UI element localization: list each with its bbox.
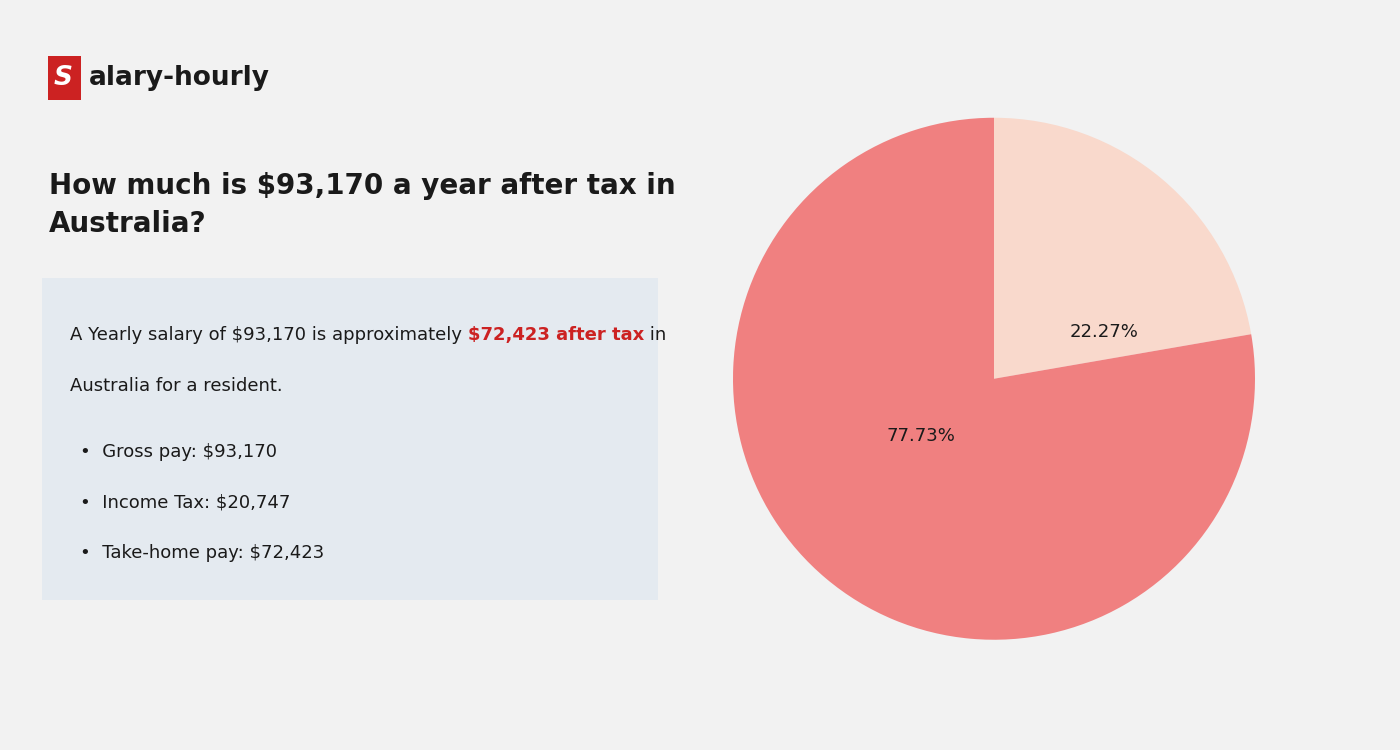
Text: A Yearly salary of $93,170 is approximately: A Yearly salary of $93,170 is approximat… <box>70 326 468 344</box>
Text: $72,423 after tax: $72,423 after tax <box>468 326 644 344</box>
Text: Australia for a resident.: Australia for a resident. <box>70 377 283 395</box>
Text: 22.27%: 22.27% <box>1070 322 1138 340</box>
FancyBboxPatch shape <box>42 278 658 600</box>
Text: •  Gross pay: $93,170: • Gross pay: $93,170 <box>81 442 277 460</box>
Text: 77.73%: 77.73% <box>886 427 955 445</box>
FancyBboxPatch shape <box>48 56 81 100</box>
Text: •  Take-home pay: $72,423: • Take-home pay: $72,423 <box>81 544 325 562</box>
Text: How much is $93,170 a year after tax in
Australia?: How much is $93,170 a year after tax in … <box>49 172 676 238</box>
Text: •  Income Tax: $20,747: • Income Tax: $20,747 <box>81 494 291 512</box>
Text: S: S <box>53 65 73 91</box>
Text: in: in <box>644 326 666 344</box>
Text: alary-hourly: alary-hourly <box>90 65 270 91</box>
Legend: Income Tax, Take-home Pay: Income Tax, Take-home Pay <box>820 0 1168 1</box>
Wedge shape <box>734 118 1254 640</box>
Wedge shape <box>994 118 1252 379</box>
